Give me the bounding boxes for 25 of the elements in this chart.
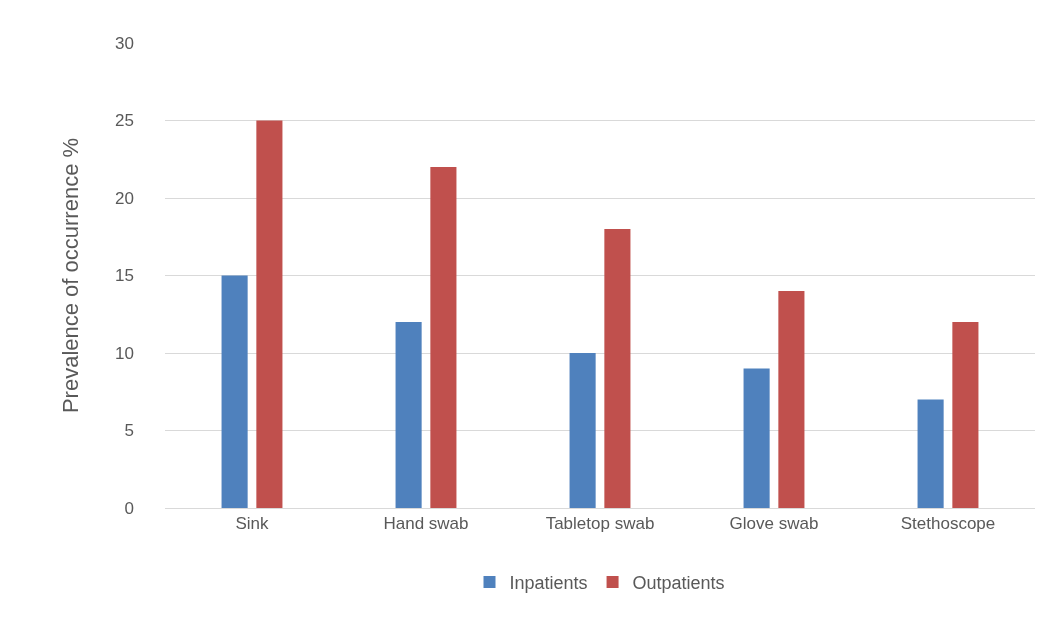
x-tick-label: Tabletop swab (545, 514, 655, 534)
y-tick-label: 30 (115, 33, 134, 53)
x-tick-label: Hand swab (383, 514, 469, 534)
bar (917, 399, 944, 508)
y-tick-label: 10 (115, 343, 134, 363)
bar (743, 368, 770, 508)
y-axis-title: Prevalence of occurrence % (57, 137, 83, 414)
bar (569, 353, 596, 508)
y-tick-label: 25 (115, 111, 134, 131)
y-tick-label: 15 (115, 266, 134, 286)
x-tick-label: Glove swab (729, 514, 819, 534)
bar (256, 120, 283, 508)
bar (430, 167, 457, 508)
y-tick-label: 0 (124, 498, 134, 518)
x-tick-label: Sink (235, 514, 270, 534)
bar (221, 275, 248, 508)
bar (604, 229, 631, 508)
bar (395, 322, 422, 508)
bar (952, 322, 979, 508)
y-tick-label: 20 (115, 188, 134, 208)
bar (778, 291, 805, 508)
legend-label: Inpatients (509, 573, 588, 594)
x-tick-label: Stethoscope (900, 514, 996, 534)
legend-label: Outpatients (632, 573, 725, 594)
y-tick-label: 5 (124, 421, 134, 441)
